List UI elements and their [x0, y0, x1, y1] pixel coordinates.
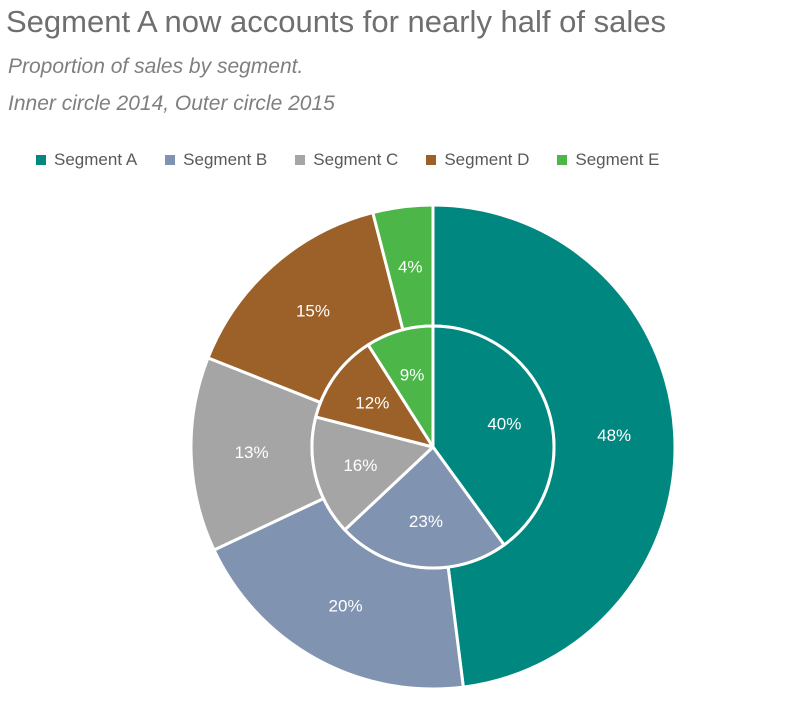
inner-label-segment-c: 16%: [343, 456, 377, 475]
inner-slice-segment-c: [310, 415, 435, 532]
legend-item-segment-e: Segment E: [557, 150, 659, 170]
outer-label-segment-e: 4%: [398, 257, 423, 276]
inner-slice-segment-d: [314, 343, 435, 449]
outer-label-segment-d: 15%: [296, 301, 330, 320]
legend-label-segment-d: Segment D: [444, 150, 530, 169]
chart-title: Segment A now accounts for nearly half o…: [6, 4, 666, 39]
inner-slice-segment-e: [366, 324, 435, 449]
chart-subtitle-line-2: Inner circle 2014, Outer circle 2015: [8, 92, 335, 115]
legend-label-segment-a: Segment A: [54, 150, 138, 169]
inner-slice-segment-b: [343, 445, 506, 570]
legend-item-segment-c: Segment C: [295, 150, 398, 170]
inner-slice-segment-a: [431, 324, 556, 547]
legend-label-segment-c: Segment C: [313, 150, 399, 169]
inner-label-segment-d: 12%: [355, 393, 389, 412]
legend-swatch-segment-b: [165, 155, 176, 165]
inner-label-segment-b: 23%: [409, 512, 443, 531]
outer-label-segment-b: 20%: [329, 597, 363, 616]
legend-item-segment-d: Segment D: [426, 150, 529, 170]
legend-swatch-segment-e: [557, 155, 568, 165]
inner-label-segment-e: 9%: [400, 365, 425, 384]
legend-label-segment-b: Segment B: [183, 150, 268, 169]
legend-item-segment-b: Segment B: [165, 150, 267, 170]
inner-label-segment-a: 40%: [487, 414, 521, 433]
chart-legend: Segment A Segment B Segment C Segment D …: [36, 150, 659, 170]
outer-label-segment-a: 48%: [597, 426, 631, 445]
chart-subtitle-line-1: Proportion of sales by segment.: [8, 55, 304, 78]
legend-swatch-segment-a: [36, 155, 46, 165]
legend-label-segment-e: Segment E: [575, 150, 660, 169]
legend-swatch-segment-c: [295, 155, 306, 165]
legend-swatch-segment-d: [426, 155, 437, 165]
legend-item-segment-a: Segment A: [36, 150, 137, 170]
inner-ring-2014: [310, 324, 556, 570]
outer-label-segment-c: 13%: [235, 443, 269, 462]
